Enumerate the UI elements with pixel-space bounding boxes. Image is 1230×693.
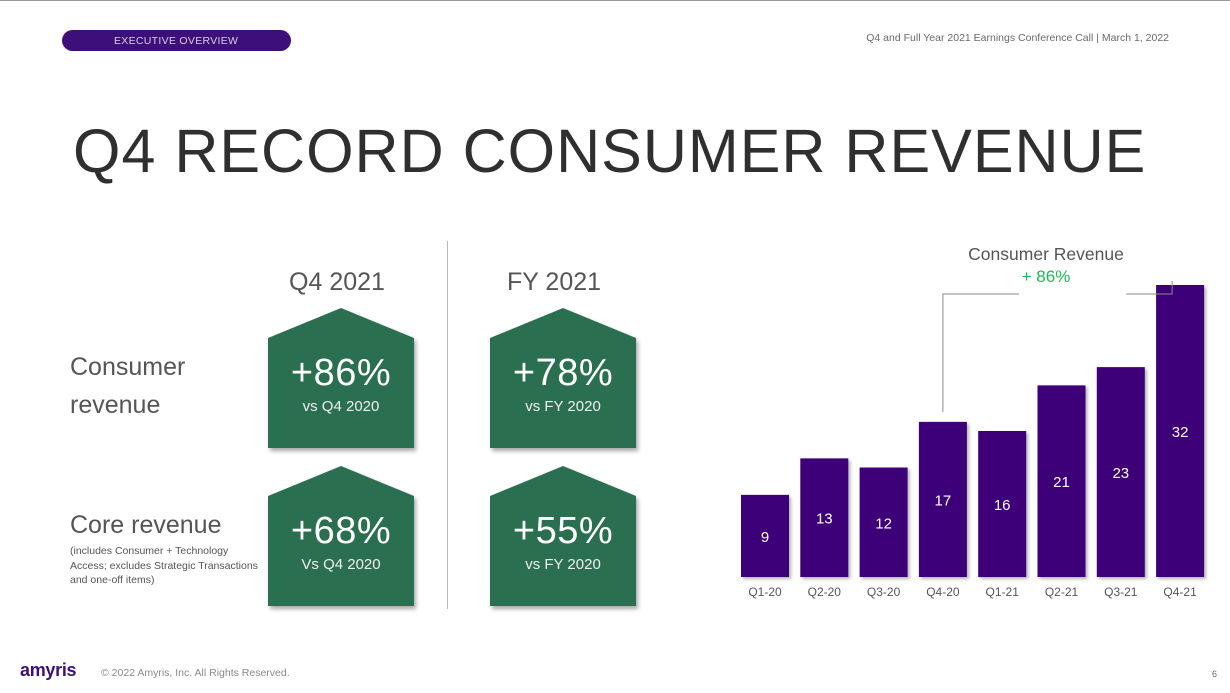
x-tick-label: Q2-20 (808, 585, 842, 599)
x-tick-label: Q3-21 (1104, 585, 1138, 599)
consumer-label-line1: Consumer (70, 353, 186, 381)
house-shape (268, 466, 414, 606)
house-shape (268, 308, 414, 448)
chart-growth-annotation: + 86% (1021, 267, 1071, 286)
metric-vs: vs FY 2020 (525, 398, 601, 415)
section-pill: EXECUTIVE OVERVIEW (62, 30, 291, 51)
bar-value-label: 21 (1053, 474, 1070, 491)
metric-pct: +55% (512, 510, 614, 552)
bar-q4-20 (918, 421, 967, 577)
metric-pct: +68% (290, 510, 392, 552)
house-shape (490, 466, 636, 606)
metric-pct: +78% (512, 352, 614, 394)
metric-vs: vs FY 2020 (525, 556, 601, 573)
x-tick-label: Q1-20 (748, 585, 782, 599)
chart-title: Consumer Revenue (968, 244, 1124, 264)
x-tick-label: Q2-21 (1045, 585, 1079, 599)
bar-value-label: 16 (994, 497, 1011, 514)
growth-bracket-right (1126, 281, 1173, 295)
bar-q3-21 (1096, 367, 1145, 577)
metric-vs: vs Q4 2020 (302, 398, 380, 415)
x-tick-label: Q4-20 (926, 585, 960, 599)
x-tick-label: Q3-20 (867, 585, 901, 599)
metric-box-consumer-fy: +78% vs FY 2020 (490, 308, 636, 448)
metric-box-core-fy: +55% vs FY 2020 (490, 466, 636, 606)
x-tick-label: Q4-21 (1163, 585, 1197, 599)
consumer-label-line2: revenue (70, 391, 161, 419)
bar-q2-21 (1037, 385, 1086, 577)
bar-value-label: 9 (761, 529, 769, 546)
bar-value-label: 12 (875, 515, 892, 532)
x-tick-label: Q1-21 (986, 585, 1020, 599)
column-header-fy: FY 2021 (506, 268, 602, 296)
top-rule (0, 0, 1230, 1)
bar-q4-21 (1156, 285, 1205, 577)
metric-pct: +86% (290, 352, 392, 394)
consumer-revenue-label: Consumer revenue (70, 348, 185, 424)
core-revenue-note: (includes Consumer + Technology Access; … (70, 545, 258, 586)
bar-value-label: 23 (1112, 465, 1129, 482)
amyris-logo: amyris (20, 660, 77, 680)
column-divider (447, 241, 448, 609)
bar-q3-20 (859, 467, 908, 577)
slide-title: Q4 RECORD CONSUMER REVENUE (73, 117, 1147, 185)
event-caption: Q4 and Full Year 2021 Earnings Conferenc… (866, 32, 1169, 44)
metric-box-consumer-q4: +86% vs Q4 2020 (268, 308, 414, 448)
bar-value-label: 32 (1172, 424, 1189, 441)
bar-q1-20 (741, 494, 789, 577)
column-header-q4: Q4 2021 (289, 268, 385, 296)
metric-vs: Vs Q4 2020 (301, 556, 381, 573)
core-revenue-label: Core revenue (70, 511, 222, 539)
section-pill-label: EXECUTIVE OVERVIEW (114, 34, 239, 47)
bar-value-label: 17 (935, 492, 952, 509)
page-number: 6 (1211, 669, 1217, 679)
house-shape (490, 308, 636, 448)
growth-bracket-left (942, 293, 1019, 412)
bar-value-label: 13 (816, 511, 833, 528)
bar-q2-20 (800, 458, 849, 577)
bar-q1-21 (978, 431, 1027, 577)
metric-box-core-q4: +68% Vs Q4 2020 (268, 466, 414, 606)
copyright-text: © 2022 Amyris, Inc. All Rights Reserved. (101, 667, 290, 679)
